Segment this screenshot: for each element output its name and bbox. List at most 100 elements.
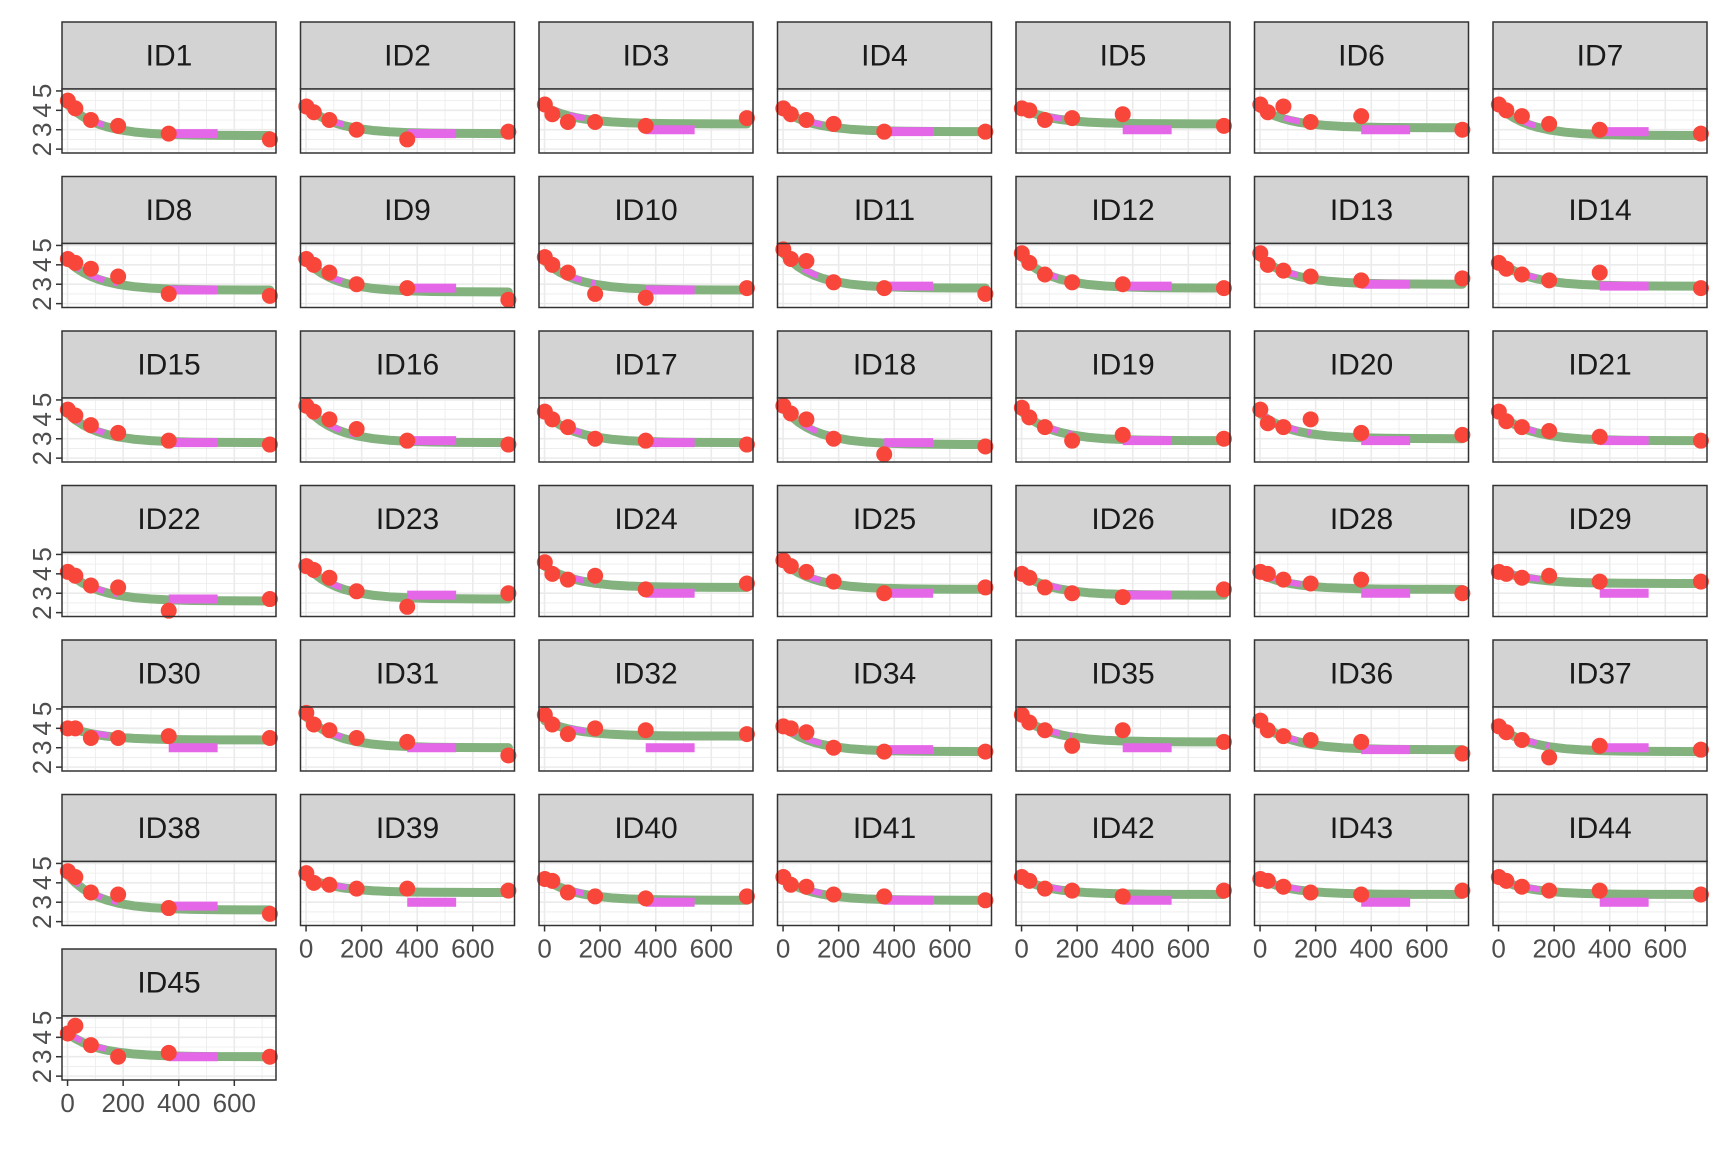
observed-point [1353,108,1370,125]
facet-strip [1492,175,1708,245]
observed-point [348,583,365,600]
facet-strip-label: ID8 [146,194,193,227]
observed-point [110,579,127,596]
observed-point [738,726,755,743]
panel-border [1253,551,1470,618]
facet-strip-label: ID2 [384,40,431,73]
panel-border [1492,397,1708,463]
x-tick-label: 0 [1253,934,1267,964]
observed-point [1513,569,1530,586]
x-axis: 0 200 400 600 [776,925,972,964]
observed-point [536,554,553,571]
observed-point [1591,121,1608,138]
y-tick-label: 3 [27,586,57,600]
observed-point [1036,579,1053,596]
facet-strip-label: ID40 [614,812,677,845]
observed-point [1454,585,1471,602]
facet-strip [1253,175,1470,245]
panel-border [61,706,277,772]
facet-strip-label: ID30 [137,658,200,691]
facet-panel-id34: ID34 [775,639,994,772]
observed-point [1353,733,1370,750]
y-tick-label: 4 [27,721,57,735]
observed-point [348,276,365,293]
y-axis: 2 3 4 5 [27,84,62,156]
observed-point [1114,276,1131,293]
observed-point [825,274,842,291]
observed-point [261,905,278,922]
observed-point [1114,722,1131,739]
facet-strip-label: ID37 [1568,658,1631,691]
observed-point [1215,882,1232,899]
observed-point [110,886,127,903]
facet-strip [1015,175,1231,245]
observed-point [348,880,365,897]
observed-point [1498,260,1515,277]
observed-point [1498,872,1515,889]
facet-strip-label: ID20 [1330,349,1393,382]
panel-border [1253,88,1470,154]
panel-border [538,551,754,618]
y-tick-label: 5 [27,547,57,561]
observed-point [637,432,654,449]
y-tick-label: 3 [27,1049,57,1063]
facet-strip-label: ID15 [137,349,200,382]
observed-point [782,720,799,737]
facet-panel-id43: ID43 0 200 400 600 [1252,793,1471,964]
x-tick-label: 0 [1014,934,1028,964]
observed-point [1114,589,1131,606]
observed-point [261,287,278,304]
observed-point [637,722,654,739]
observed-point [782,106,799,123]
observed-point [1302,884,1319,901]
x-axis: 0 200 400 600 [1253,925,1449,964]
facet-panel-id15: ID15 2 3 4 5 [27,330,278,465]
observed-point [500,585,517,602]
observed-point [160,900,177,917]
observed-point [1591,737,1608,754]
observed-point [1541,882,1558,899]
panel-border [299,860,516,927]
observed-point [876,123,893,140]
x-axis: 0 200 400 600 [299,925,495,964]
facet-panel-id9: ID9 [298,175,517,309]
observed-point [559,419,576,436]
observed-point [1259,256,1276,273]
observed-point [1454,121,1471,138]
observed-point [160,728,177,745]
facet-strip-label: ID10 [614,194,677,227]
facet-strip-label: ID31 [376,658,439,691]
y-tick-label: 4 [27,412,57,426]
observed-point [1498,724,1515,741]
panel-border [1015,397,1231,463]
facet-panel-id45: ID45 2 3 4 5 0 200 400 600 [27,948,278,1118]
panel-border [299,88,516,154]
facet-panel-id40: ID40 0 200 400 600 [536,793,755,964]
panel-border [1253,242,1470,309]
observed-point [825,573,842,590]
facet-strip-label: ID4 [861,40,908,73]
panel-border [61,860,277,927]
facet-panel-id5: ID5 [1013,21,1232,154]
panel-border [61,242,277,309]
observed-point [977,285,994,302]
observed-point [348,730,365,747]
observed-point [261,1048,278,1065]
facet-strip [1492,639,1708,708]
panel-border [1253,397,1470,463]
observed-point [544,872,561,889]
observed-point [82,260,99,277]
panel-border [776,860,993,927]
x-tick-label: 200 [340,934,383,964]
observed-point [82,112,99,129]
observed-point [1541,115,1558,132]
facet-strip [1015,484,1231,554]
observed-point [544,565,561,582]
y-tick-label: 3 [27,277,57,291]
observed-point [587,285,604,302]
observed-point [1036,112,1053,129]
observed-point [544,256,561,273]
y-tick-label: 4 [27,103,57,117]
observed-point [1021,102,1038,119]
